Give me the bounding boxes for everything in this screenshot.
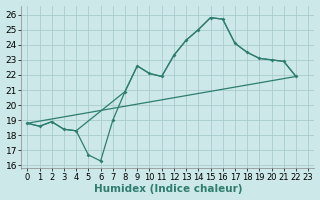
X-axis label: Humidex (Indice chaleur): Humidex (Indice chaleur) — [93, 184, 242, 194]
